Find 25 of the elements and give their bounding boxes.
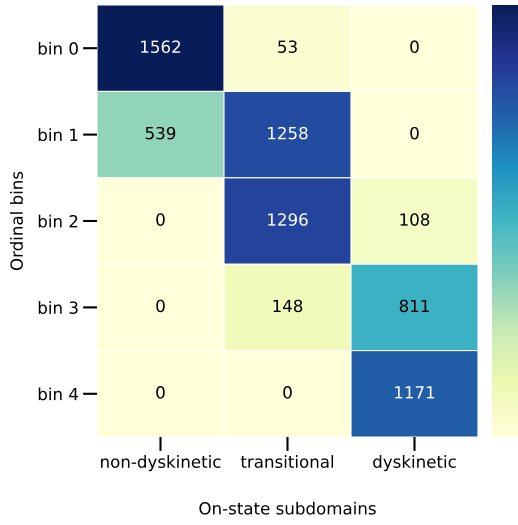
data-label: 1296 [268, 213, 308, 226]
data-label: 0 [410, 126, 419, 140]
y-axis-title: Ordinal bins [10, 172, 23, 270]
data-label: 1171 [395, 386, 434, 398]
x-axis-title: On-state subdomains [199, 502, 376, 515]
data-label: 0 [283, 386, 292, 399]
y-tick-label: bin 1 [38, 128, 78, 142]
data-label: 1258 [268, 126, 308, 140]
y-tick-label: bin 3 [38, 301, 78, 314]
data-label: 1562 [141, 40, 180, 54]
x-tick-label: transitional [240, 455, 334, 468]
data-label: 0 [410, 40, 419, 54]
data-label: 0 [156, 213, 165, 226]
data-label: 53 [278, 40, 297, 54]
x-tick-label: non-dyskinetic [101, 455, 220, 472]
data-label: 108 [400, 213, 430, 226]
y-tick-label: bin 0 [38, 42, 78, 55]
x-tick-label: dyskinetic [373, 455, 456, 472]
data-label: 539 [146, 126, 176, 140]
y-tick-label: bin 2 [38, 214, 78, 228]
data-label: 148 [273, 300, 302, 312]
y-tick-label: bin 4 [38, 387, 78, 400]
data-label: 0 [156, 300, 165, 312]
data-label: 811 [400, 300, 429, 312]
data-label: 0 [156, 386, 165, 399]
